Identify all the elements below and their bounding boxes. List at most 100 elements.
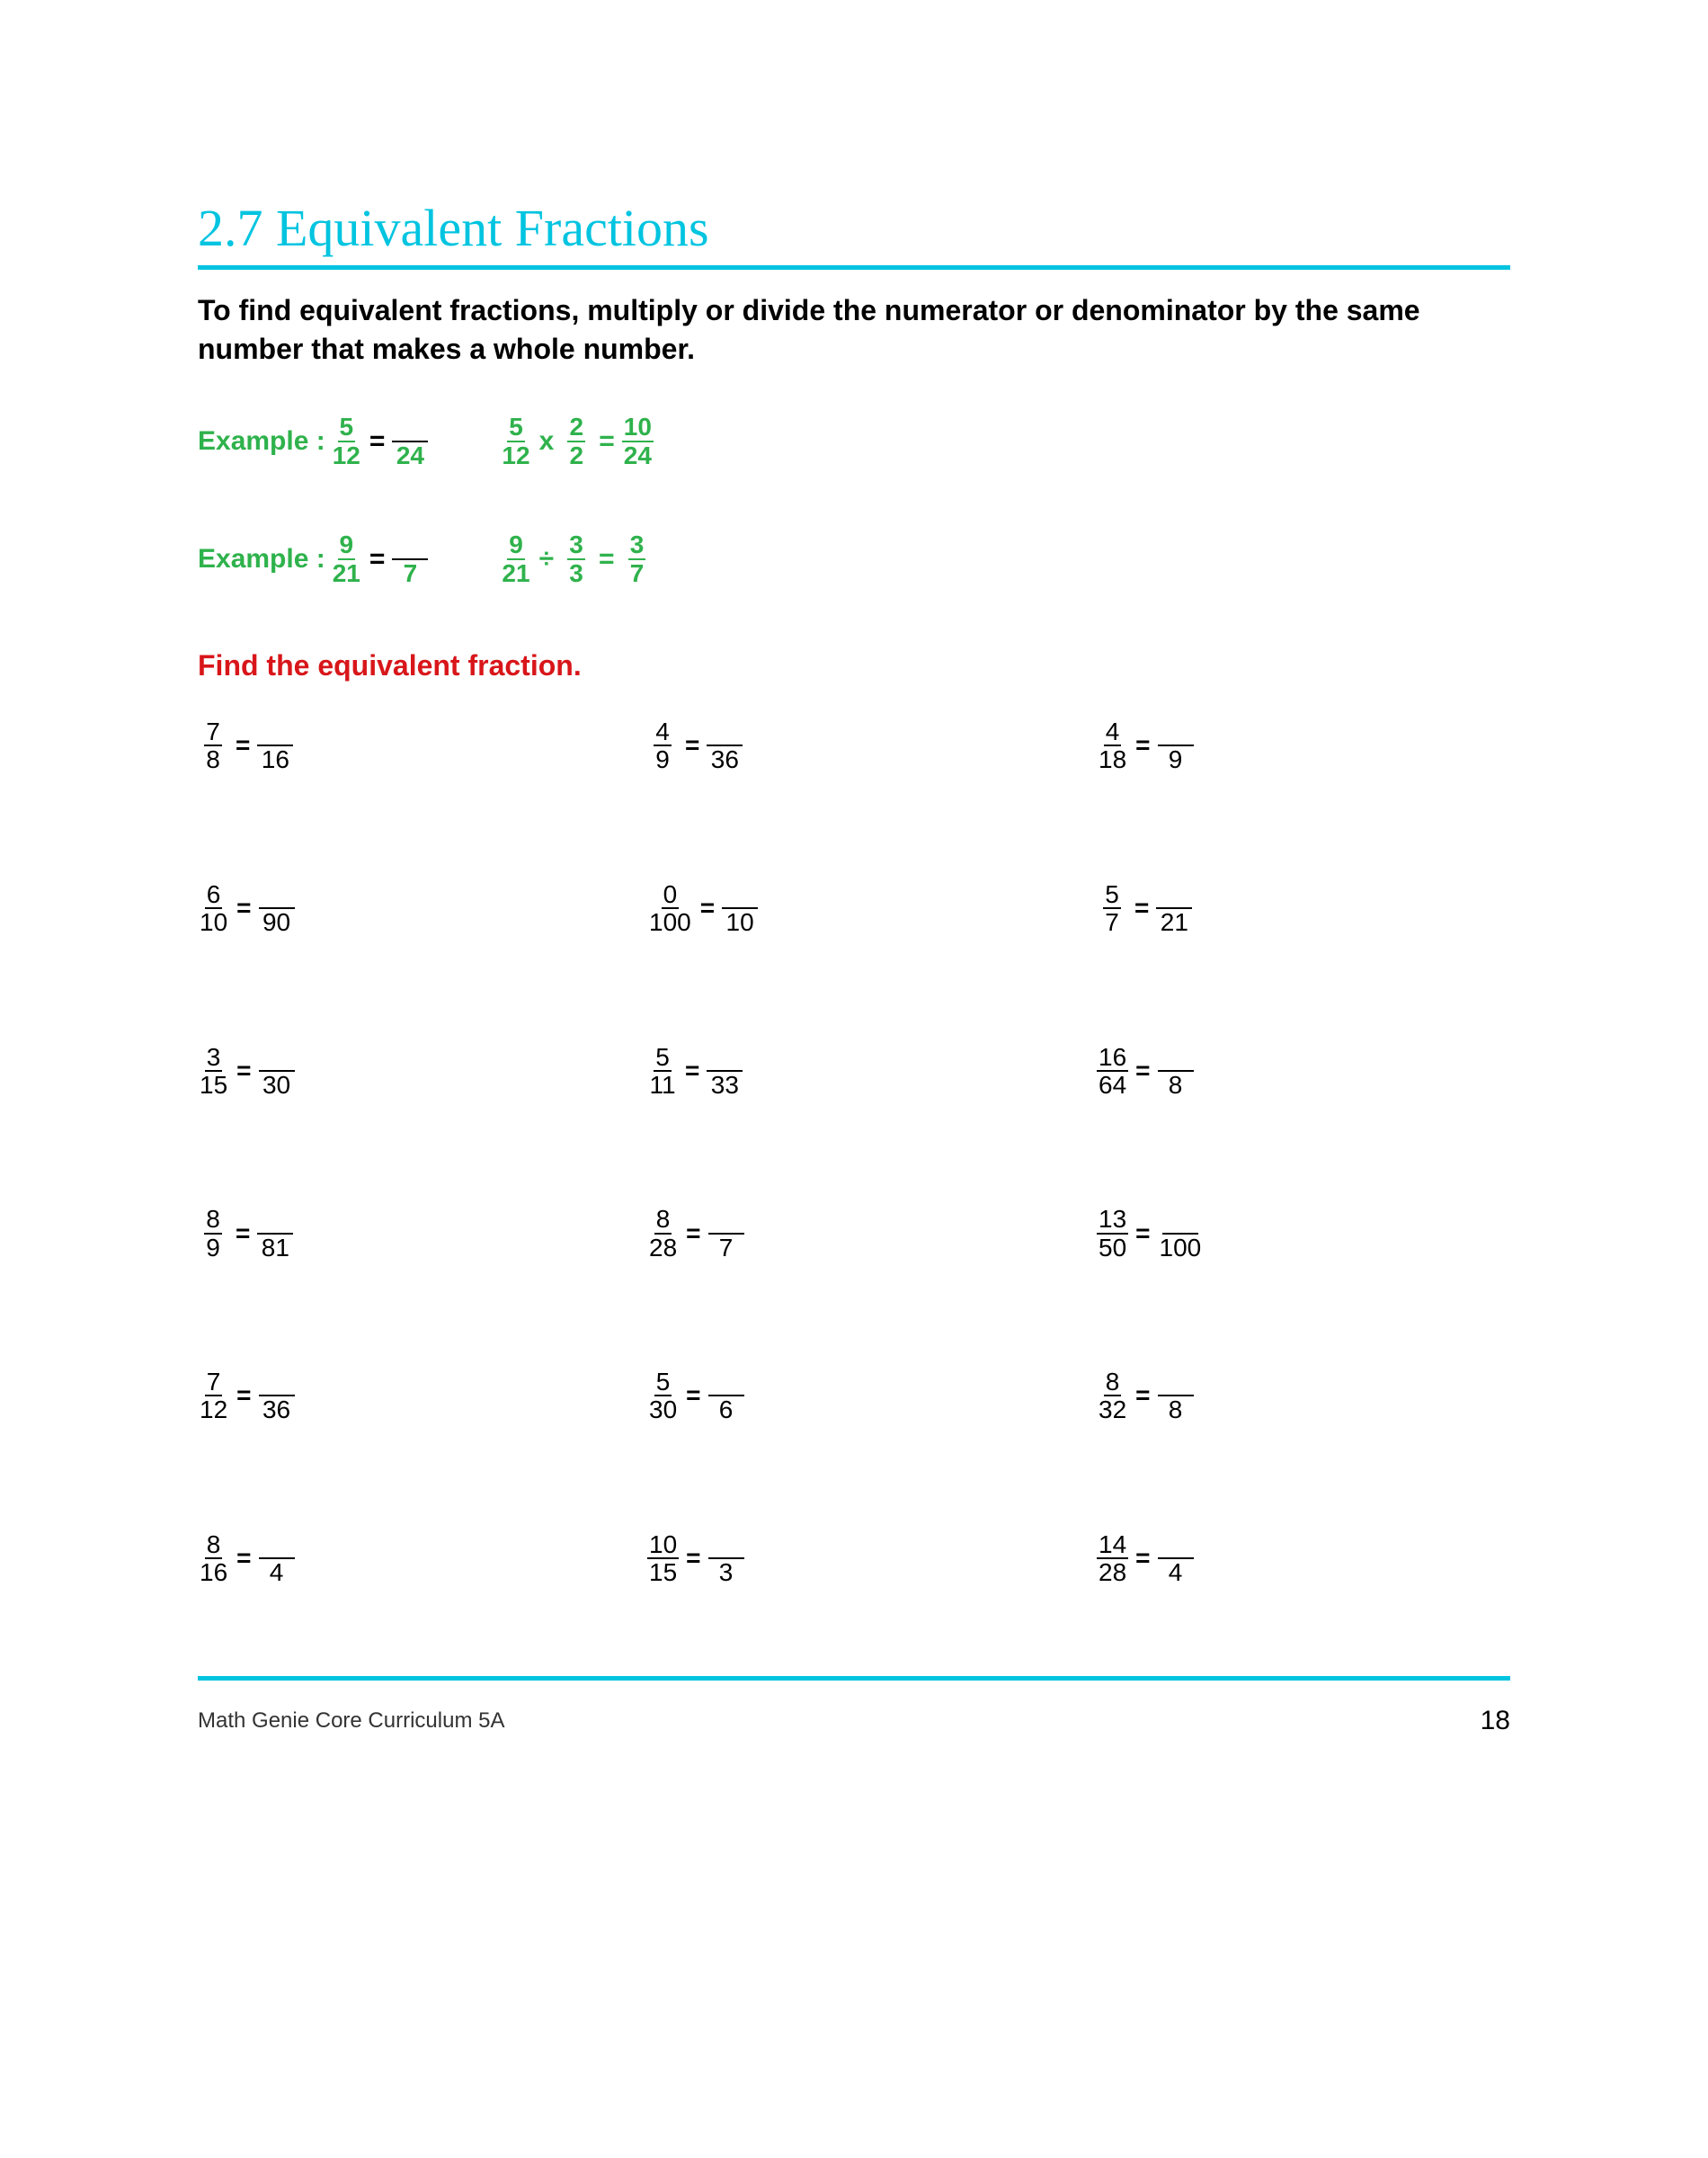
fraction-blank: 8	[1158, 1044, 1194, 1099]
problem: 1350= 100	[1097, 1206, 1510, 1261]
equals-sign: =	[1134, 894, 1149, 923]
fraction-blank: 90	[259, 881, 295, 936]
problems-grid: 78= 1649= 36418= 9610= 900100= 1057= 213…	[198, 718, 1510, 1586]
fraction-result: 10 24	[622, 414, 654, 468]
fraction-blank: 10	[722, 881, 758, 936]
fraction: 5 12	[331, 414, 362, 468]
equals-sign: =	[236, 731, 250, 760]
fraction: 9 21	[500, 531, 531, 586]
fraction: 0100	[647, 881, 693, 936]
fraction-blank: 3	[708, 1531, 744, 1586]
fraction: 57	[1097, 881, 1127, 936]
fraction: 315	[198, 1044, 229, 1099]
fraction: 832	[1097, 1369, 1128, 1423]
fraction: 49	[647, 718, 678, 773]
equals-sign: =	[236, 894, 251, 923]
equals-sign: =	[236, 1057, 251, 1085]
divide-sign: ÷	[539, 544, 554, 575]
problem: 530= 6	[647, 1369, 1061, 1423]
problem: 1664= 8	[1097, 1044, 1510, 1099]
problem: 828= 7	[647, 1206, 1061, 1261]
fraction: 1350	[1097, 1206, 1128, 1261]
problem: 1428= 4	[1097, 1531, 1510, 1586]
intro-text: To find equivalent fractions, multiply o…	[198, 291, 1510, 369]
fraction: 1664	[1097, 1044, 1128, 1099]
fraction-blank: 21	[1156, 881, 1192, 936]
equals-sign: =	[599, 544, 615, 575]
problem: 1015= 3	[647, 1531, 1061, 1586]
example-label: Example :	[198, 544, 325, 575]
fraction-blank: 7	[708, 1206, 744, 1261]
fraction-blank: 36	[259, 1369, 295, 1423]
problem: 57= 21	[1097, 881, 1510, 936]
fraction-blank: 16	[257, 718, 293, 773]
problem: 712= 36	[198, 1369, 611, 1423]
fraction-result: 3 7	[622, 531, 653, 586]
fraction: 1428	[1097, 1531, 1128, 1586]
section-title: 2.7 Equivalent Fractions	[198, 198, 1510, 270]
fraction-blank: 8	[1158, 1369, 1194, 1423]
fraction: 530	[647, 1369, 679, 1423]
equals-sign: =	[1135, 731, 1150, 760]
fraction: 1015	[647, 1531, 679, 1586]
equals-sign: =	[369, 426, 386, 457]
fraction: 418	[1097, 718, 1128, 773]
equals-sign: =	[686, 1219, 700, 1248]
fraction-blank: 6	[708, 1369, 744, 1423]
example-2: Example : 9 21 = 7 9 21 ÷ 3 3 = 3	[198, 531, 1510, 586]
equals-sign: =	[236, 1544, 251, 1573]
problem: 78 = 16	[198, 718, 611, 773]
equals-sign: =	[369, 544, 386, 575]
problem: 511= 33	[647, 1044, 1061, 1099]
problem: 0100= 10	[647, 881, 1061, 936]
fraction: 78	[198, 718, 228, 773]
fraction-blank: 30	[259, 1044, 295, 1099]
equals-sign: =	[1135, 1219, 1150, 1248]
instruction-text: Find the equivalent fraction.	[198, 649, 1510, 682]
fraction-blank: 24	[392, 414, 428, 468]
fraction-blank: 9	[1158, 718, 1194, 773]
fraction: 3 3	[561, 531, 592, 586]
fraction-blank: 100	[1158, 1206, 1204, 1261]
fraction-blank: 4	[1158, 1531, 1194, 1586]
equals-sign: =	[599, 426, 615, 457]
worksheet-page: 2.7 Equivalent Fractions To find equival…	[0, 0, 1708, 1808]
example-1: Example : 5 12 = 24 5 12 x 2 2 = 10	[198, 414, 1510, 468]
problem: 89 = 81	[198, 1206, 611, 1261]
example-label: Example :	[198, 426, 325, 457]
equals-sign: =	[236, 1219, 250, 1248]
footer-book-title: Math Genie Core Curriculum 5A	[198, 1708, 504, 1734]
fraction: 9 21	[331, 531, 362, 586]
equals-sign: =	[1135, 1381, 1150, 1410]
fraction: 828	[647, 1206, 679, 1261]
equals-sign: =	[685, 1057, 699, 1085]
equals-sign: =	[236, 1381, 251, 1410]
equals-sign: =	[1135, 1544, 1150, 1573]
fraction: 712	[198, 1369, 229, 1423]
fraction-blank: 4	[259, 1531, 295, 1586]
fraction: 5 12	[500, 414, 531, 468]
fraction: 89	[198, 1206, 228, 1261]
fraction-blank: 33	[707, 1044, 743, 1099]
page-footer: Math Genie Core Curriculum 5A 18	[198, 1676, 1510, 1736]
equals-sign: =	[685, 731, 699, 760]
fraction: 511	[647, 1044, 678, 1099]
fraction-blank: 36	[707, 718, 743, 773]
problem: 49= 36	[647, 718, 1061, 773]
page-number: 18	[1481, 1706, 1510, 1736]
equals-sign: =	[1135, 1057, 1150, 1085]
times-sign: x	[539, 426, 555, 457]
examples-block: Example : 5 12 = 24 5 12 x 2 2 = 10	[198, 414, 1510, 586]
problem: 418= 9	[1097, 718, 1510, 773]
problem: 315= 30	[198, 1044, 611, 1099]
problem: 832= 8	[1097, 1369, 1510, 1423]
fraction-blank: 7	[392, 531, 428, 586]
equals-sign: =	[686, 1544, 700, 1573]
equals-sign: =	[686, 1381, 700, 1410]
fraction-blank: 81	[257, 1206, 293, 1261]
fraction: 816	[198, 1531, 229, 1586]
problem: 816= 4	[198, 1531, 611, 1586]
fraction: 2 2	[561, 414, 592, 468]
equals-sign: =	[700, 894, 715, 923]
problem: 610= 90	[198, 881, 611, 936]
